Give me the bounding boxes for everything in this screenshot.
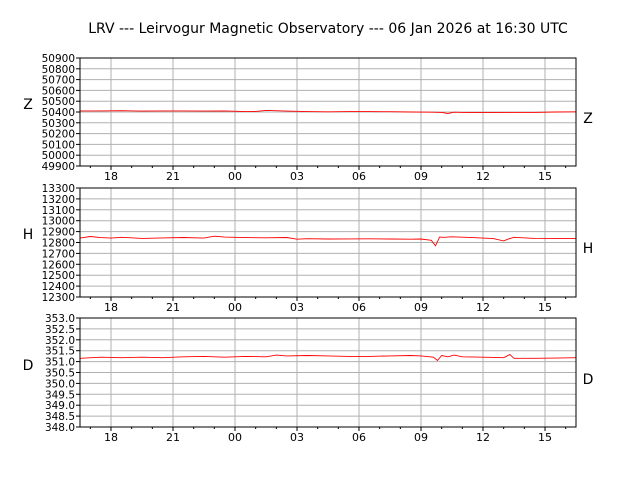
y-tick-label: 13200 xyxy=(42,194,75,206)
x-tick-label: 18 xyxy=(104,431,118,444)
y-tick-label: 12500 xyxy=(42,270,75,282)
y-tick-label: 353.0 xyxy=(45,313,75,325)
right-axis-label: H xyxy=(583,241,594,257)
right-axis-label: Z xyxy=(583,111,593,127)
y-tick-label: 348.5 xyxy=(45,411,75,423)
x-tick-label: 09 xyxy=(414,431,428,444)
y-tick-label: 352.0 xyxy=(45,335,75,347)
x-tick-label: 21 xyxy=(166,431,180,444)
x-tick-label: 06 xyxy=(352,431,366,444)
y-tick-label: 50500 xyxy=(42,96,75,108)
panels-group: 5090050800507005060050500504005030050200… xyxy=(23,53,594,444)
y-tick-label: 350.0 xyxy=(45,378,75,390)
x-tick-label: 00 xyxy=(228,301,242,314)
x-tick-label: 03 xyxy=(290,170,304,183)
y-tick-label: 50000 xyxy=(42,150,75,162)
series-line-d xyxy=(79,354,577,362)
plot-frame xyxy=(79,57,577,167)
x-tick-label: 21 xyxy=(166,301,180,314)
y-tick-label: 349.5 xyxy=(45,389,75,401)
y-tick-label: 352.5 xyxy=(45,324,75,336)
x-tick-label: 15 xyxy=(538,431,552,444)
x-tick-label: 06 xyxy=(352,170,366,183)
y-tick-label: 50700 xyxy=(42,75,75,87)
x-tick-label: 12 xyxy=(476,431,490,444)
x-tick-label: 03 xyxy=(290,431,304,444)
y-tick-label: 50900 xyxy=(42,53,75,65)
y-tick-label: 50200 xyxy=(42,129,75,141)
y-tick-label: 12800 xyxy=(42,238,75,250)
y-tick-label: 13100 xyxy=(42,205,75,217)
x-tick-label: 12 xyxy=(476,301,490,314)
x-tick-label: 03 xyxy=(290,301,304,314)
chart-title: LRV --- Leirvogur Magnetic Observatory -… xyxy=(88,21,568,37)
y-tick-label: 50600 xyxy=(42,85,75,97)
x-tick-label: 06 xyxy=(352,301,366,314)
y-tick-label: 13000 xyxy=(42,216,75,228)
y-tick-label: 50100 xyxy=(42,139,75,151)
y-tick-label: 50800 xyxy=(42,64,75,76)
y-tick-label: 12600 xyxy=(42,259,75,271)
x-tick-label: 18 xyxy=(104,170,118,183)
y-tick-label: 351.0 xyxy=(45,357,75,369)
x-tick-label: 09 xyxy=(414,301,428,314)
right-axis-label: D xyxy=(583,372,594,388)
y-tick-label: 13300 xyxy=(42,183,75,195)
x-tick-label: 21 xyxy=(166,170,180,183)
y-tick-label: 50400 xyxy=(42,107,75,119)
x-tick-label: 12 xyxy=(476,170,490,183)
y-tick-label: 350.5 xyxy=(45,368,75,380)
x-tick-label: 00 xyxy=(228,170,242,183)
left-axis-label: H xyxy=(23,227,34,243)
y-tick-label: 50300 xyxy=(42,118,75,130)
left-axis-label: Z xyxy=(23,97,33,113)
panel-d: 353.0352.5352.0351.5351.0350.5350.0349.5… xyxy=(23,313,594,444)
y-tick-label: 351.5 xyxy=(45,346,75,358)
panel-h: 1330013200131001300012900128001270012600… xyxy=(23,183,594,314)
y-tick-label: 12300 xyxy=(42,292,75,304)
x-tick-label: 15 xyxy=(538,301,552,314)
plot-frame xyxy=(79,317,577,428)
x-tick-label: 09 xyxy=(414,170,428,183)
x-tick-label: 15 xyxy=(538,170,552,183)
y-tick-label: 349.0 xyxy=(45,400,75,412)
x-tick-label: 18 xyxy=(104,301,118,314)
y-tick-label: 49900 xyxy=(42,161,75,173)
panel-z: 5090050800507005060050500504005030050200… xyxy=(23,53,593,183)
y-tick-label: 12700 xyxy=(42,248,75,260)
series-line-z xyxy=(80,109,577,114)
left-axis-label: D xyxy=(23,358,34,374)
series-line-h xyxy=(79,235,577,247)
plot-frame xyxy=(79,187,577,298)
y-tick-label: 348.0 xyxy=(45,422,75,434)
y-tick-label: 12900 xyxy=(42,227,75,239)
y-tick-label: 12400 xyxy=(42,281,75,293)
x-tick-label: 00 xyxy=(228,431,242,444)
